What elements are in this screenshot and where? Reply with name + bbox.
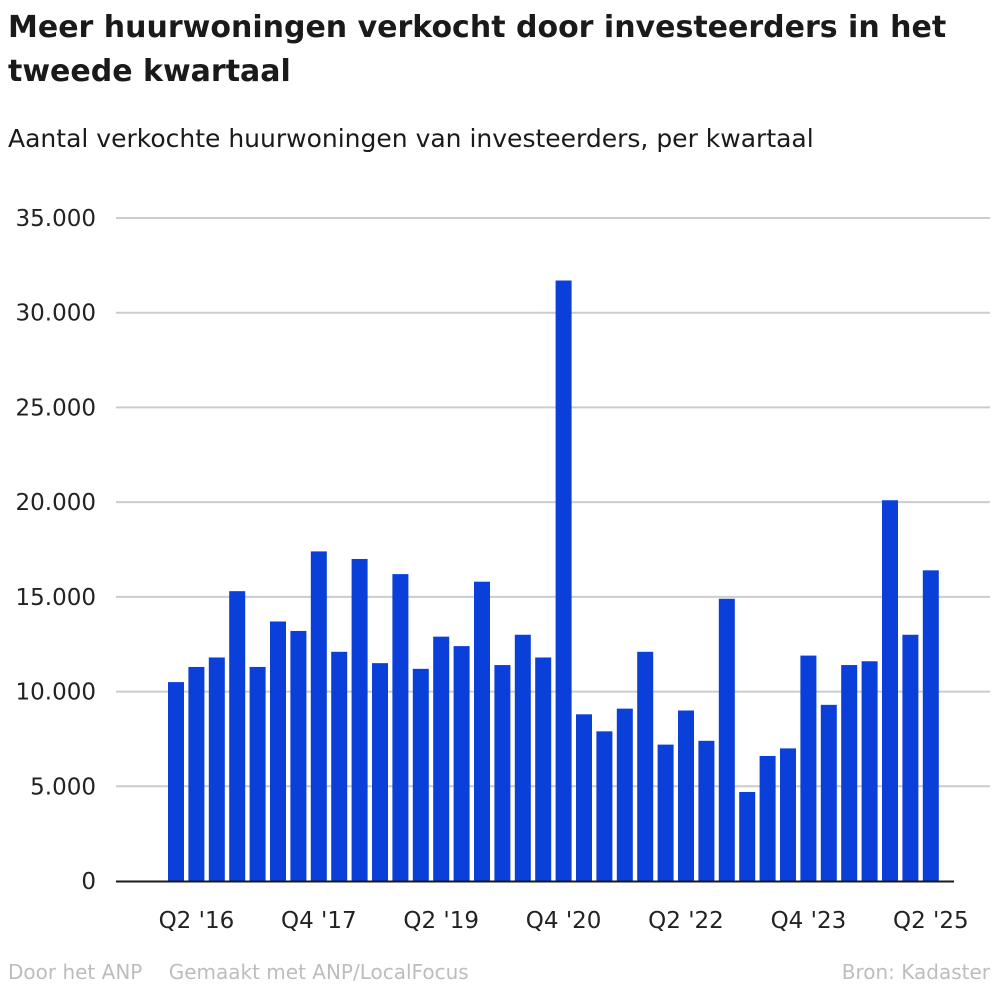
bar bbox=[249, 666, 266, 881]
footer-source-name: Kadaster bbox=[901, 960, 990, 984]
y-tick-label: 10.000 bbox=[16, 680, 96, 706]
bar bbox=[331, 651, 348, 881]
bar bbox=[820, 704, 837, 881]
bar bbox=[351, 558, 368, 881]
bar bbox=[718, 598, 735, 881]
bar bbox=[372, 663, 388, 881]
bar bbox=[453, 646, 470, 881]
bar bbox=[759, 755, 776, 881]
bar bbox=[474, 581, 490, 881]
bar bbox=[514, 634, 531, 881]
footer-source-label: Bron: bbox=[841, 960, 895, 984]
bar bbox=[739, 791, 756, 881]
bar bbox=[841, 665, 858, 881]
bar bbox=[535, 657, 552, 881]
y-tick-label: 15.000 bbox=[16, 585, 96, 611]
x-tick-label: Q4 '17 bbox=[281, 908, 357, 934]
bar bbox=[861, 661, 878, 881]
bar bbox=[637, 651, 654, 881]
y-tick-label: 35.000 bbox=[16, 206, 96, 232]
bar bbox=[392, 574, 409, 881]
bar bbox=[433, 636, 450, 881]
chart-subtitle: Aantal verkochte huurwoningen van invest… bbox=[8, 124, 814, 153]
bar bbox=[412, 668, 429, 881]
bar bbox=[494, 665, 511, 881]
footer-credits: Door het ANP Gemaakt met ANP/LocalFocus bbox=[8, 960, 489, 984]
x-tick-label: Q4 '20 bbox=[526, 908, 602, 934]
bar bbox=[698, 740, 715, 881]
bar bbox=[576, 714, 592, 881]
x-tick-label: Q4 '23 bbox=[771, 908, 847, 934]
bar bbox=[168, 682, 184, 881]
bar bbox=[922, 570, 939, 881]
bar bbox=[555, 280, 572, 881]
bar bbox=[290, 630, 307, 881]
bar bbox=[616, 708, 633, 881]
bar-series bbox=[168, 280, 939, 881]
y-axis-ticks: 0 5.000 10.000 15.000 20.000 25.000 30.000 35.0… bbox=[16, 206, 96, 895]
bar bbox=[902, 634, 919, 881]
bar bbox=[780, 748, 796, 881]
footer-author: Door het ANP bbox=[8, 960, 143, 984]
y-tick-label: 5.000 bbox=[30, 774, 96, 800]
x-tick-label: Q2 '16 bbox=[159, 908, 235, 934]
x-tick-label: Q2 '19 bbox=[403, 908, 479, 934]
y-tick-label: 25.000 bbox=[16, 395, 96, 421]
bar bbox=[882, 500, 898, 881]
footer-source: Bron: Kadaster bbox=[842, 960, 990, 984]
x-axis-ticks: Q2 '16 Q4 '17 Q2 '19 Q4 '20 Q2 '22 Q4 '23 Q2 '… bbox=[159, 908, 969, 934]
y-tick-label: 0 bbox=[81, 869, 96, 895]
bar bbox=[596, 731, 613, 881]
bar bbox=[657, 744, 674, 881]
x-tick-label: Q2 '25 bbox=[893, 908, 969, 934]
y-tick-label: 30.000 bbox=[16, 301, 96, 327]
bar bbox=[208, 657, 225, 881]
bar bbox=[229, 591, 246, 881]
bar bbox=[310, 551, 327, 881]
x-tick-label: Q2 '22 bbox=[648, 908, 724, 934]
bar bbox=[678, 710, 694, 881]
bar bbox=[188, 666, 205, 881]
bar bbox=[800, 655, 817, 881]
gridlines bbox=[116, 217, 990, 788]
y-tick-label: 20.000 bbox=[16, 490, 96, 516]
footer-made-with: Gemaakt met ANP/LocalFocus bbox=[168, 960, 469, 984]
chart-title: Meer huurwoningen verkocht door investee… bbox=[8, 10, 947, 89]
bar bbox=[270, 621, 286, 881]
